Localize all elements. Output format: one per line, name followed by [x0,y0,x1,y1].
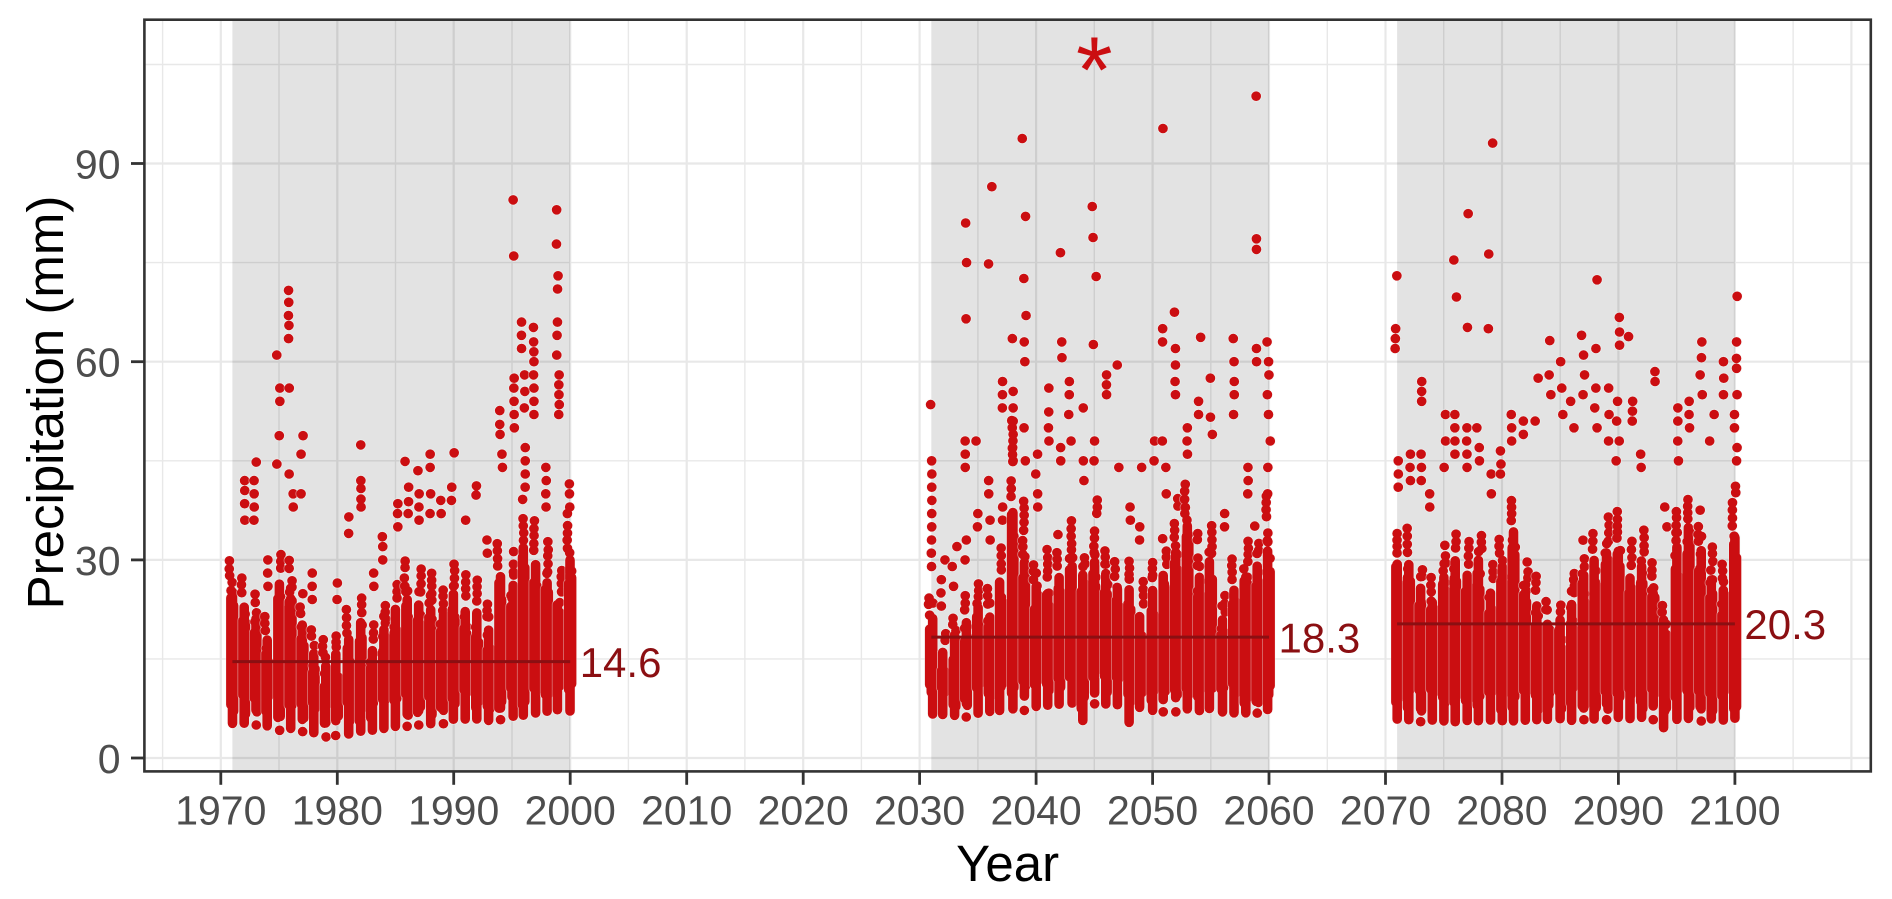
svg-text:30: 30 [75,538,121,584]
svg-text:2040: 2040 [990,788,1081,834]
svg-text:1980: 1980 [292,788,383,834]
svg-text:60: 60 [75,340,121,386]
svg-text:Year: Year [956,835,1059,892]
svg-text:90: 90 [75,142,121,188]
svg-text:20.3: 20.3 [1744,601,1826,648]
svg-text:2060: 2060 [1223,788,1314,834]
svg-text:2000: 2000 [525,788,616,834]
svg-text:2030: 2030 [874,788,965,834]
svg-text:2080: 2080 [1456,788,1547,834]
svg-text:Precipitation (mm): Precipitation (mm) [17,196,74,610]
svg-text:2050: 2050 [1107,788,1198,834]
svg-text:2090: 2090 [1573,788,1664,834]
svg-text:0: 0 [98,736,121,782]
svg-text:18.3: 18.3 [1279,614,1361,661]
svg-text:*: * [1076,17,1113,122]
svg-text:2100: 2100 [1689,788,1780,834]
svg-text:2010: 2010 [641,788,732,834]
svg-text:1970: 1970 [175,788,266,834]
svg-text:1990: 1990 [408,788,499,834]
svg-text:14.6: 14.6 [580,639,662,686]
svg-text:2020: 2020 [758,788,849,834]
svg-text:2070: 2070 [1340,788,1431,834]
